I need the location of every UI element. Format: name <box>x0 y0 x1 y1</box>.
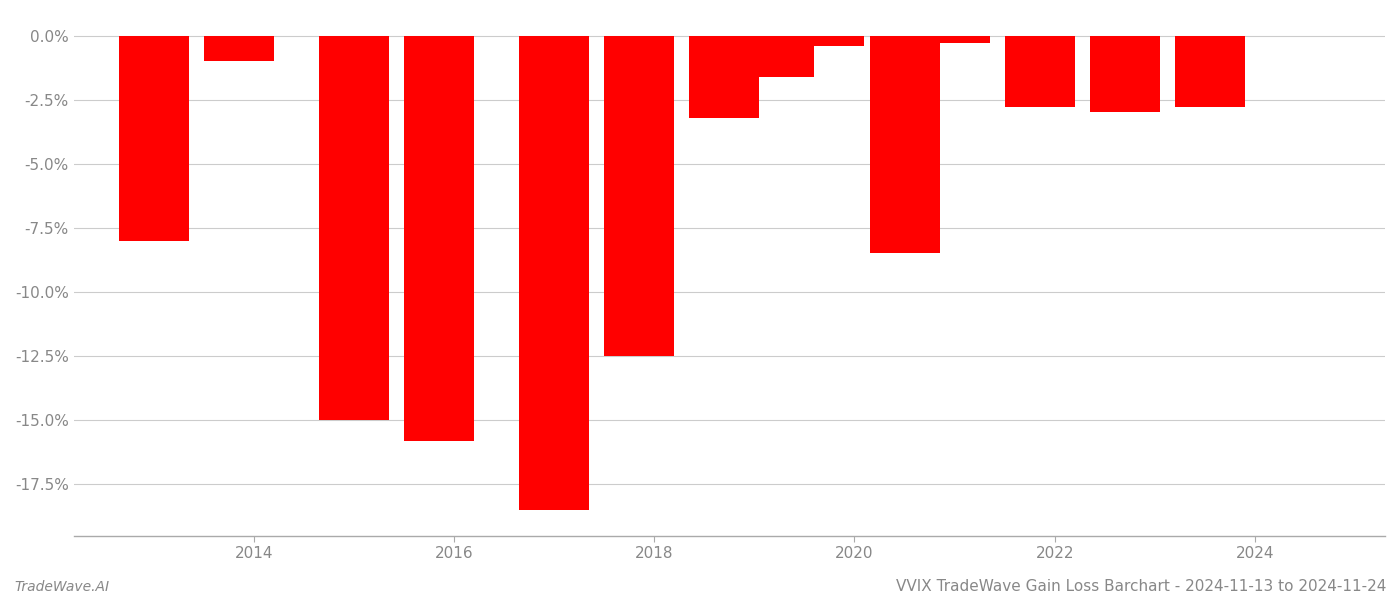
Text: TradeWave.AI: TradeWave.AI <box>14 580 109 594</box>
Bar <box>920 35 990 43</box>
Bar <box>605 35 675 356</box>
Bar <box>405 35 475 440</box>
Bar <box>519 35 589 510</box>
Bar <box>204 35 274 61</box>
Bar <box>794 35 864 46</box>
Bar <box>119 35 189 241</box>
Bar <box>745 35 815 77</box>
Text: VVIX TradeWave Gain Loss Barchart - 2024-11-13 to 2024-11-24: VVIX TradeWave Gain Loss Barchart - 2024… <box>896 579 1386 594</box>
Bar <box>689 35 759 118</box>
Bar <box>1089 35 1159 112</box>
Bar <box>869 35 939 253</box>
Bar <box>1005 35 1075 107</box>
Bar <box>319 35 389 420</box>
Bar <box>1175 35 1245 107</box>
